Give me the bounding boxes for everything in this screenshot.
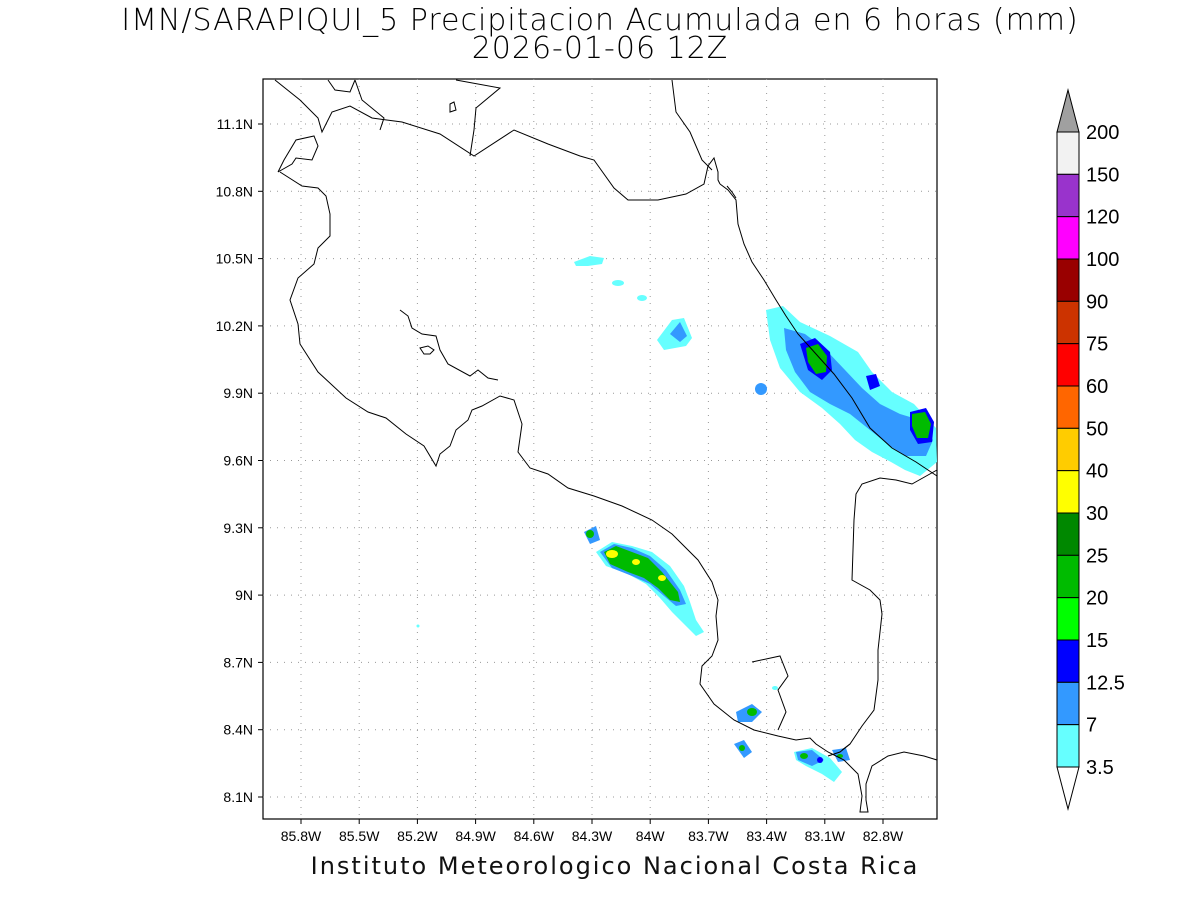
colorbar-label: 30 xyxy=(1086,503,1108,525)
colorbar-swatch xyxy=(1056,300,1080,345)
lat-tick-label: 9.9N xyxy=(223,385,253,401)
colorbar-swatch xyxy=(1056,724,1080,768)
colorbar-swatch xyxy=(1056,470,1080,514)
map-title: IMN/SARAPIQUI_5 Precipitacion Acumulada … xyxy=(121,3,1079,38)
lat-tick-label: 9.3N xyxy=(223,520,253,536)
colorbar-label: 90 xyxy=(1086,291,1108,313)
colorbar-swatch xyxy=(1056,173,1080,218)
lat-tick-label: 10.2N xyxy=(216,318,253,334)
lon-tick-label: 85.2W xyxy=(397,828,438,844)
colorbar-label: 25 xyxy=(1086,545,1108,567)
lon-tick-label: 85.8W xyxy=(281,828,322,844)
lon-tick-label: 83.1W xyxy=(805,828,846,844)
colorbar-label: 75 xyxy=(1086,334,1108,356)
lon-tick-label: 84.6W xyxy=(514,828,555,844)
colorbar-swatch xyxy=(1056,385,1080,429)
axis-ticks: 85.8W 85.5W 85.2W 84.9W 84.6W 84.3W 84W 83.7W 83… xyxy=(216,116,904,844)
footer-credit: Instituto Meteorologico Nacional Costa R… xyxy=(310,852,920,880)
colorbar-swatch xyxy=(1056,639,1080,683)
map-subtitle-datetime: 2026-01-06 12Z xyxy=(471,31,729,66)
map-frame xyxy=(262,78,938,820)
lat-tick-label: 8.7N xyxy=(223,654,253,670)
colorbar-label: 150 xyxy=(1086,164,1119,186)
colorbar-label: 120 xyxy=(1086,207,1119,229)
lat-tick-label: 10.8N xyxy=(216,183,253,199)
colorbar-top-cap xyxy=(1056,88,1080,133)
colorbar-swatch xyxy=(1056,512,1080,556)
lon-tick-label: 85.5W xyxy=(339,828,380,844)
colorbar-label: 3.5 xyxy=(1086,757,1114,779)
lon-tick-label: 84.3W xyxy=(572,828,613,844)
colorbar-swatch xyxy=(1056,216,1080,260)
lat-tick-label: 8.4N xyxy=(223,722,253,738)
lon-tick-label: 84.9W xyxy=(455,828,496,844)
lon-tick-label: 82.8W xyxy=(863,828,904,844)
colorbar-label: 20 xyxy=(1086,588,1108,610)
colorbar-label: 100 xyxy=(1086,249,1119,271)
lat-tick-label: 9N xyxy=(235,587,253,603)
colorbar-label: 200 xyxy=(1086,122,1119,144)
lon-tick-label: 83.7W xyxy=(688,828,729,844)
colorbar-swatch xyxy=(1056,131,1080,175)
colorbar-swatch xyxy=(1056,597,1080,641)
coastlines xyxy=(274,79,938,813)
lat-tick-label: 8.1N xyxy=(223,789,253,805)
lon-tick-label: 84W xyxy=(636,828,666,844)
colorbar-label: 50 xyxy=(1086,418,1108,440)
colorbar-label: 60 xyxy=(1086,376,1108,398)
colorbar-bottom-cap xyxy=(1056,766,1080,811)
lon-tick-label: 83.4W xyxy=(746,828,787,844)
lat-tick-label: 9.6N xyxy=(223,453,253,469)
precip-colorbar: 200 150 120 100 90 75 60 50 40 30 25 20 15 12.5 7 3.5 xyxy=(1056,88,1125,811)
lat-tick-label: 10.5N xyxy=(216,251,253,267)
colorbar-label: 15 xyxy=(1086,630,1108,652)
lat-tick-label: 11.1N xyxy=(217,116,253,132)
colorbar-swatch xyxy=(1056,681,1080,726)
colorbar-swatch xyxy=(1056,343,1080,387)
colorbar-swatch xyxy=(1056,258,1080,302)
colorbar-label: 40 xyxy=(1086,461,1108,483)
colorbar-swatch xyxy=(1056,554,1080,599)
colorbar-label: 7 xyxy=(1086,715,1097,737)
colorbar-label: 12.5 xyxy=(1086,672,1125,694)
colorbar-swatch xyxy=(1056,427,1080,472)
